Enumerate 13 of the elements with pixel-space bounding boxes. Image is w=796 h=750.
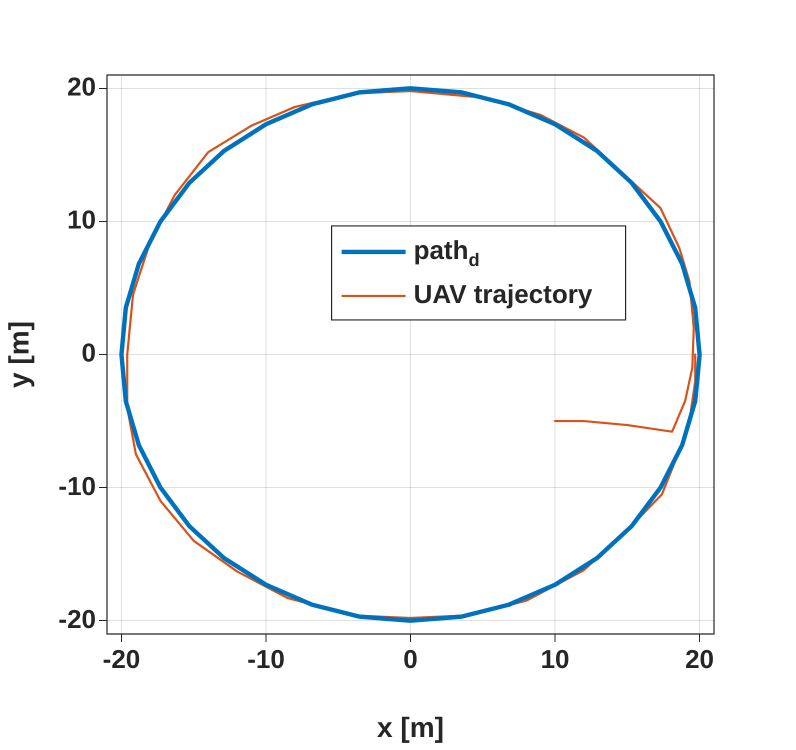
y-tick-label: -20 [58, 604, 96, 634]
x-tick-label: 0 [403, 644, 418, 674]
y-tick-label: 20 [67, 71, 96, 102]
x-axis-title: x [m] [377, 712, 444, 743]
x-tick-label: 20 [685, 644, 714, 674]
legend-label: UAV trajectory [414, 279, 593, 310]
y-tick-label: 0 [82, 338, 96, 368]
y-axis-title: y [m] [4, 321, 35, 388]
y-tick-label: 10 [67, 204, 96, 235]
x-tick-label: -20 [102, 644, 140, 674]
x-tick-label: -10 [247, 644, 285, 674]
y-tick-label: -10 [58, 470, 96, 501]
x-tick-label: 10 [540, 644, 570, 674]
